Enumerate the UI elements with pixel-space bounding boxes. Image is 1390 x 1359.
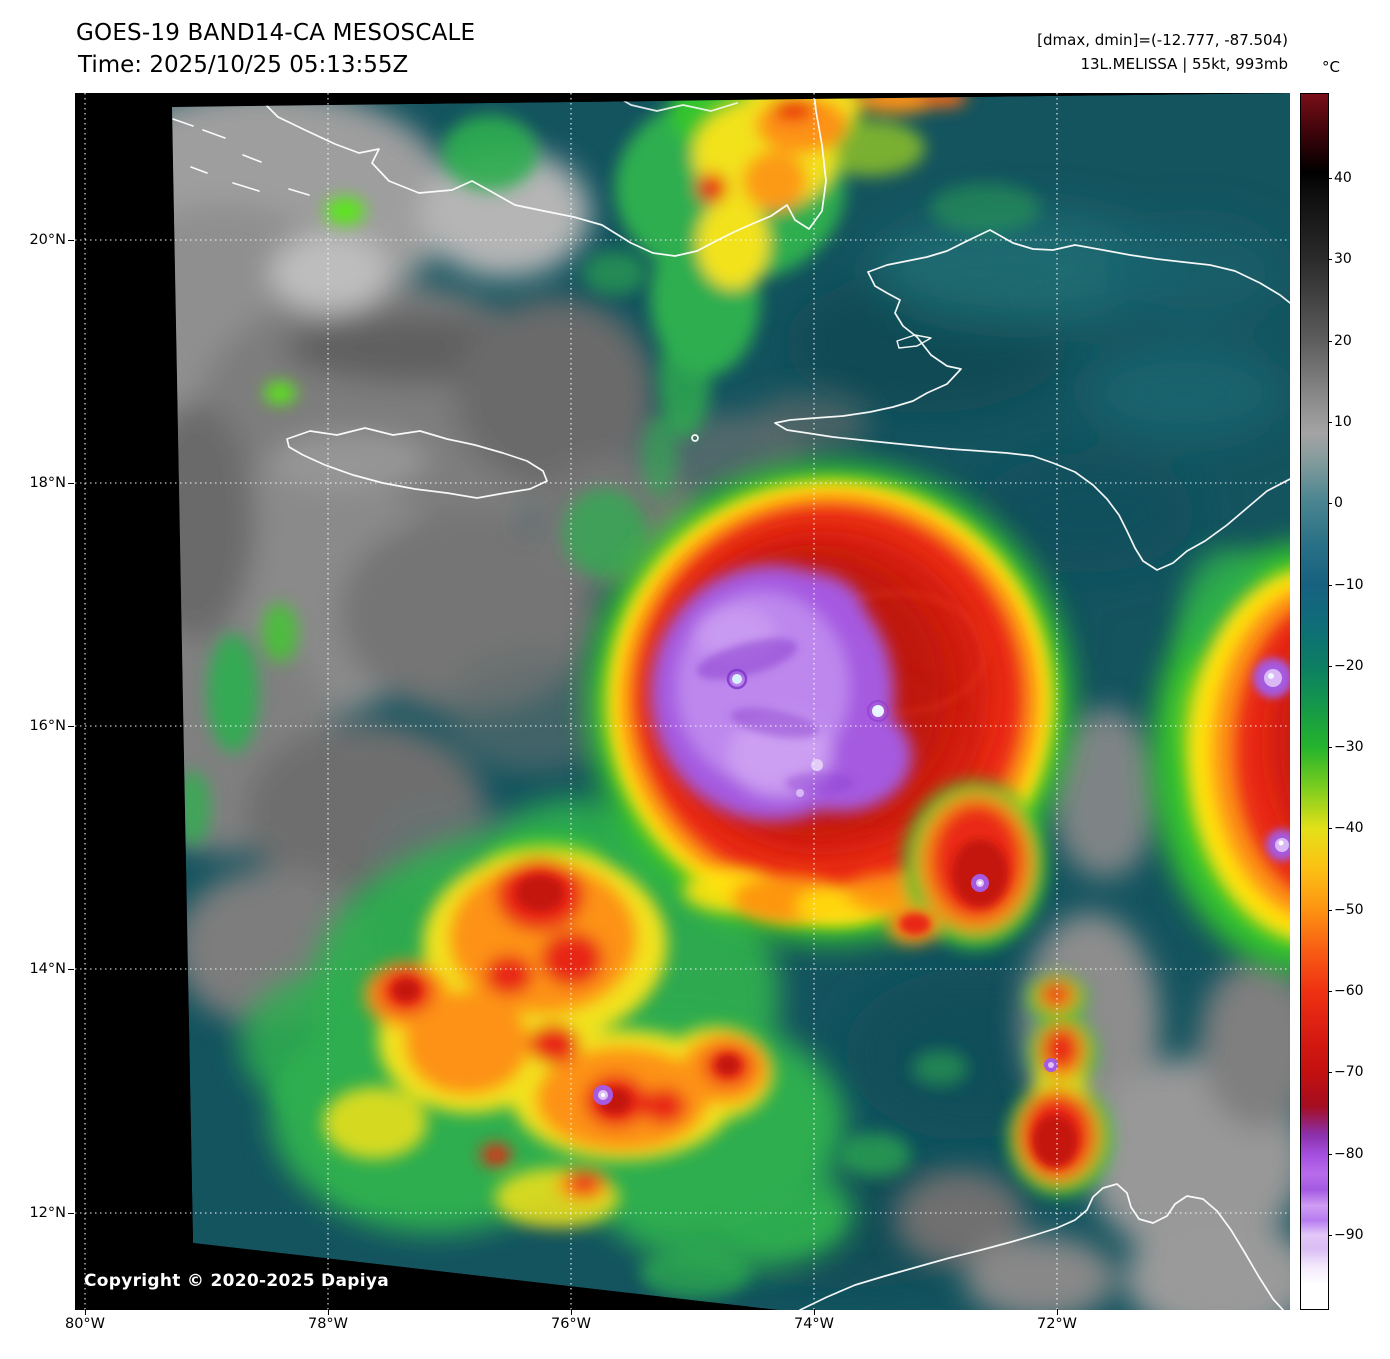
colorbar-tick-label: 20	[1328, 333, 1352, 349]
dmax-dmin-annotation: [dmax, dmin]=(-12.777, -87.504)	[1037, 31, 1288, 49]
hurricane-melissa	[588, 463, 1072, 949]
plot-time: Time: 2025/10/25 05:13:55Z	[78, 52, 409, 78]
colorbar-tick-label: −70	[1328, 1064, 1364, 1080]
lat-tick-label: 18°N	[0, 475, 74, 491]
colorbar-tick-label: −10	[1328, 577, 1364, 593]
lon-tick-label: 74°W	[793, 1309, 835, 1332]
coastline-cuba	[261, 93, 827, 257]
colorbar-tick-label: −90	[1328, 1227, 1364, 1243]
colorbar-tick-label: −30	[1328, 739, 1364, 755]
southeast-convective-blobs	[1008, 974, 1112, 1196]
lat-tick-label: 20°N	[0, 232, 74, 248]
colorbar-tick-labels: 40 30 20 10 0 −10 −20 −30 −40 −50 −60 −7…	[1328, 93, 1388, 1310]
colorbar-unit-label: °C	[1322, 58, 1340, 76]
colorbar-tick-label: −40	[1328, 820, 1364, 836]
coastline-cuba-cays	[172, 118, 310, 196]
header-annotations: [dmax, dmin]=(-12.777, -87.504) 13L.MELI…	[1037, 28, 1288, 76]
coastline-south-america	[799, 1183, 1284, 1310]
plot-title: GOES-19 BAND14-CA MESOSCALE	[76, 20, 476, 46]
coastline-hispaniola-north	[867, 229, 1290, 304]
storm-info-annotation: 13L.MELISSA | 55kt, 993mb	[1080, 55, 1288, 73]
overshooting-top-marker	[1044, 1058, 1058, 1072]
colorbar-tick-label: −80	[1328, 1146, 1364, 1162]
east-edge-storm	[1152, 543, 1290, 973]
colorbar-tick-label: 40	[1328, 170, 1352, 186]
copyright-watermark: Copyright © 2020-2025 Dapiya	[84, 1271, 389, 1291]
coastlines	[172, 93, 1290, 1310]
north-convective-band	[615, 93, 967, 500]
overshooting-top-marker	[1253, 658, 1290, 861]
lon-tick-label: 72°W	[1036, 1309, 1078, 1332]
lon-tick-label: 80°W	[64, 1309, 106, 1332]
lat-tick-label: 16°N	[0, 718, 74, 734]
satellite-image	[75, 93, 1290, 1310]
colorbar-tick-label: 10	[1328, 414, 1352, 430]
coastline-navassa	[691, 434, 699, 442]
colorbar-tick-label: 30	[1328, 251, 1352, 267]
coastline-jamaica	[286, 427, 548, 499]
coastline-cuba-north	[610, 93, 738, 112]
colorbar-tick-label: 0	[1328, 495, 1343, 511]
lon-tick-label: 78°W	[307, 1309, 349, 1332]
coastline-gonave-island	[896, 334, 932, 349]
colorbar-tick-label: −20	[1328, 658, 1364, 674]
colorbar-tick-label: −50	[1328, 902, 1364, 918]
satellite-map: Copyright © 2020-2025 Dapiya	[75, 93, 1290, 1310]
colorbar-tick-label: −60	[1328, 983, 1364, 999]
overshooting-top-marker	[593, 1085, 613, 1105]
coastline-hispaniola-south	[774, 271, 1290, 571]
lon-tick-label: 76°W	[550, 1309, 592, 1332]
southwest-convective-complex	[240, 798, 855, 1273]
colorbar	[1300, 93, 1329, 1310]
lat-tick-label: 14°N	[0, 961, 74, 977]
lat-tick-label: 12°N	[0, 1205, 74, 1221]
overshooting-top-marker	[971, 874, 989, 892]
